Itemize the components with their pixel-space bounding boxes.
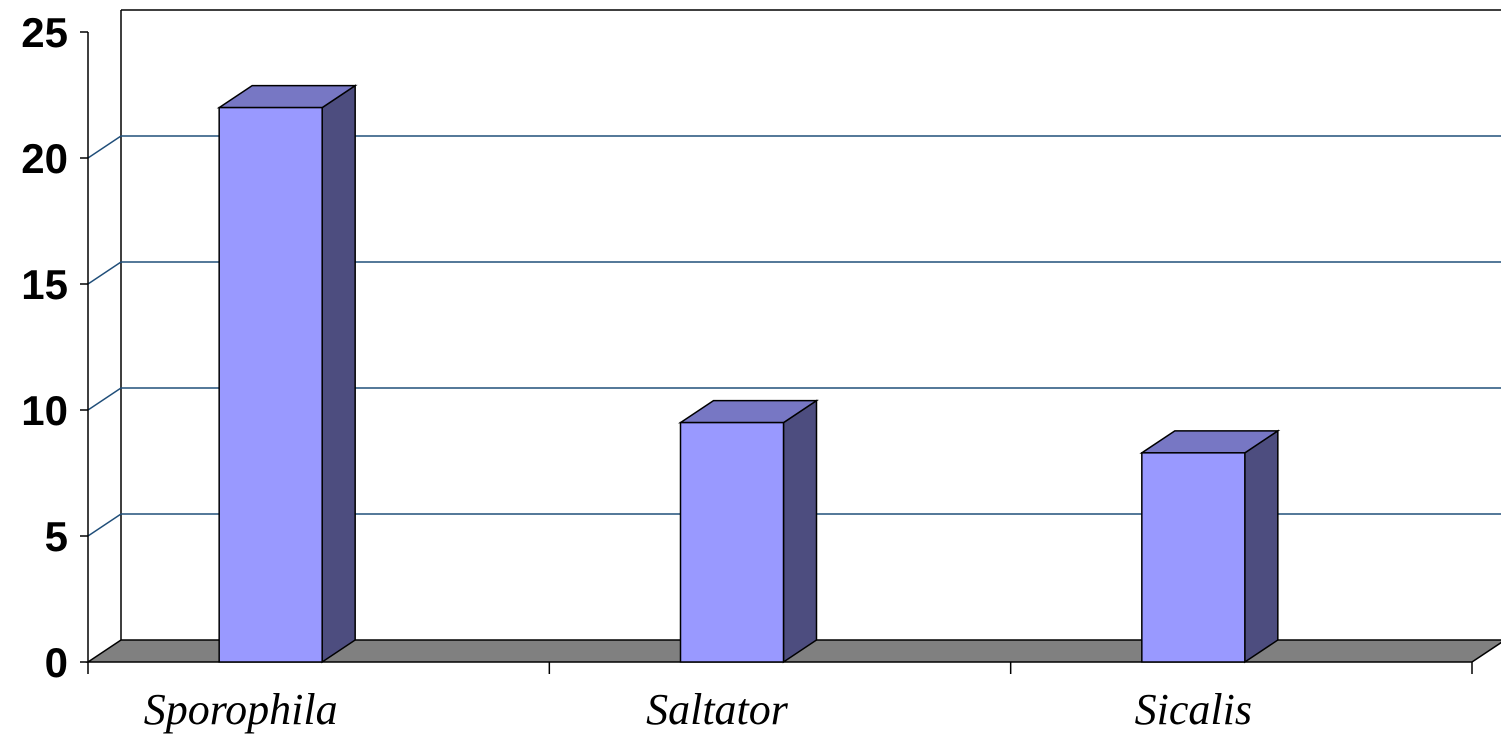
bars: [216, 84, 1281, 664]
bar-side: [1244, 429, 1279, 664]
y-tick-label: 5: [45, 513, 68, 560]
gridline-side: [87, 261, 122, 285]
bar: [678, 399, 819, 664]
bar: [216, 84, 358, 664]
bar-front: [1141, 452, 1246, 663]
bar-front: [218, 106, 323, 663]
gridline-side: [87, 387, 122, 411]
y-tick-label: 15: [21, 261, 68, 308]
axes: [80, 31, 1473, 674]
bar-side: [782, 399, 818, 664]
x-tick-label: Sicalis: [1135, 685, 1252, 734]
y-tick-label: 0: [45, 639, 68, 686]
bar-side: [321, 84, 356, 664]
y-tick-label: 25: [21, 9, 68, 56]
gridline-side: [87, 135, 122, 159]
y-tick-labels: 0 5 10 15 20 25: [21, 9, 68, 686]
bar: [1139, 429, 1281, 664]
x-tick-label: Saltator: [646, 685, 789, 734]
gridline-side: [87, 513, 122, 537]
chart-walls: [120, 9, 1501, 640]
bar-front: [679, 421, 785, 663]
x-tick-label: Sporophila: [144, 685, 338, 734]
y-tick-label: 10: [21, 387, 68, 434]
x-tick-labels: Sporophila Saltator Sicalis: [144, 685, 1252, 734]
y-tick-label: 20: [21, 135, 68, 182]
